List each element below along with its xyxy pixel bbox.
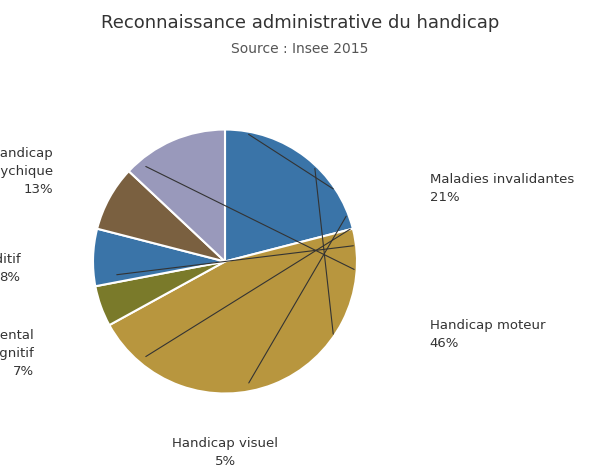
Wedge shape [97, 171, 225, 262]
Wedge shape [93, 229, 225, 286]
Text: Handicap auditif
8%: Handicap auditif 8% [0, 253, 20, 283]
Wedge shape [129, 129, 225, 262]
Wedge shape [95, 262, 225, 325]
Text: Handicap moteur
46%: Handicap moteur 46% [430, 318, 545, 350]
Text: Handicap
psychique
13%: Handicap psychique 13% [0, 147, 53, 196]
Text: Reconnaissance administrative du handicap: Reconnaissance administrative du handica… [101, 14, 499, 32]
Text: Handicap visuel
5%: Handicap visuel 5% [172, 438, 278, 467]
Wedge shape [109, 229, 357, 394]
Wedge shape [225, 129, 353, 262]
Text: Source : Insee 2015: Source : Insee 2015 [232, 42, 368, 56]
Text: Handicap mental
et cognitif
7%: Handicap mental et cognitif 7% [0, 329, 34, 378]
Text: Maladies invalidantes
21%: Maladies invalidantes 21% [430, 173, 574, 205]
